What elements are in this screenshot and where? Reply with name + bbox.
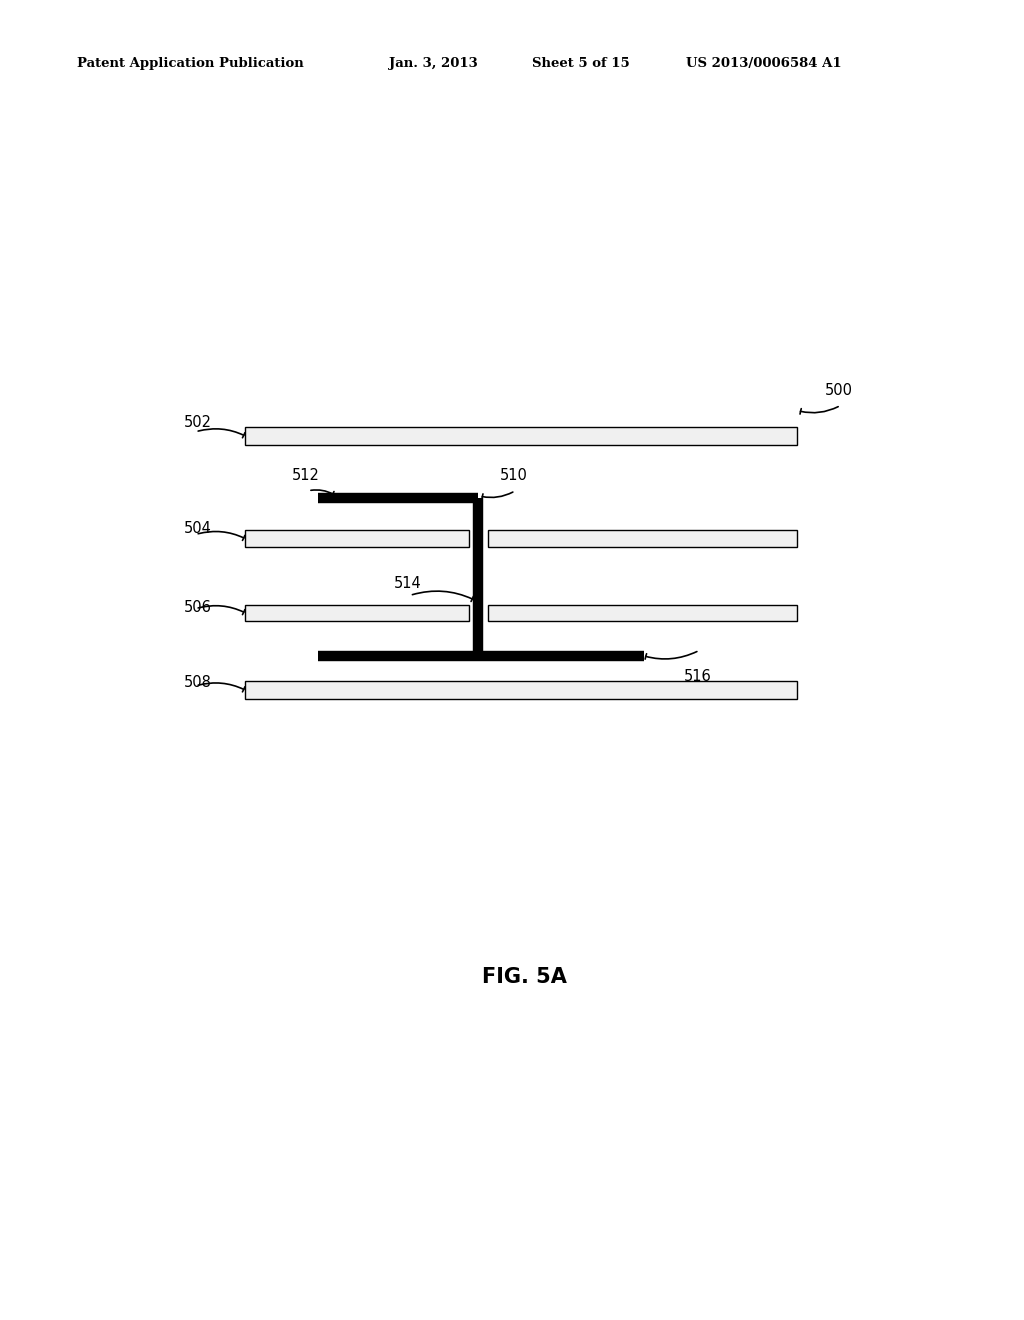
Text: US 2013/0006584 A1: US 2013/0006584 A1 — [686, 57, 842, 70]
Text: 510: 510 — [500, 469, 527, 483]
Text: FIG. 5A: FIG. 5A — [482, 966, 567, 986]
Text: 506: 506 — [183, 601, 211, 615]
Bar — [246, 426, 797, 445]
Text: 512: 512 — [292, 469, 321, 483]
Text: Patent Application Publication: Patent Application Publication — [77, 57, 303, 70]
Text: 514: 514 — [394, 576, 422, 591]
Bar — [246, 531, 469, 546]
Text: Sheet 5 of 15: Sheet 5 of 15 — [532, 57, 630, 70]
Text: 502: 502 — [183, 416, 211, 430]
Bar — [487, 531, 797, 546]
Text: 504: 504 — [183, 521, 211, 536]
Bar — [487, 605, 797, 620]
Bar — [246, 681, 797, 700]
Text: Jan. 3, 2013: Jan. 3, 2013 — [389, 57, 478, 70]
Text: 500: 500 — [824, 383, 853, 397]
Text: 508: 508 — [183, 676, 211, 690]
Text: 516: 516 — [684, 669, 712, 684]
Bar — [246, 605, 469, 620]
